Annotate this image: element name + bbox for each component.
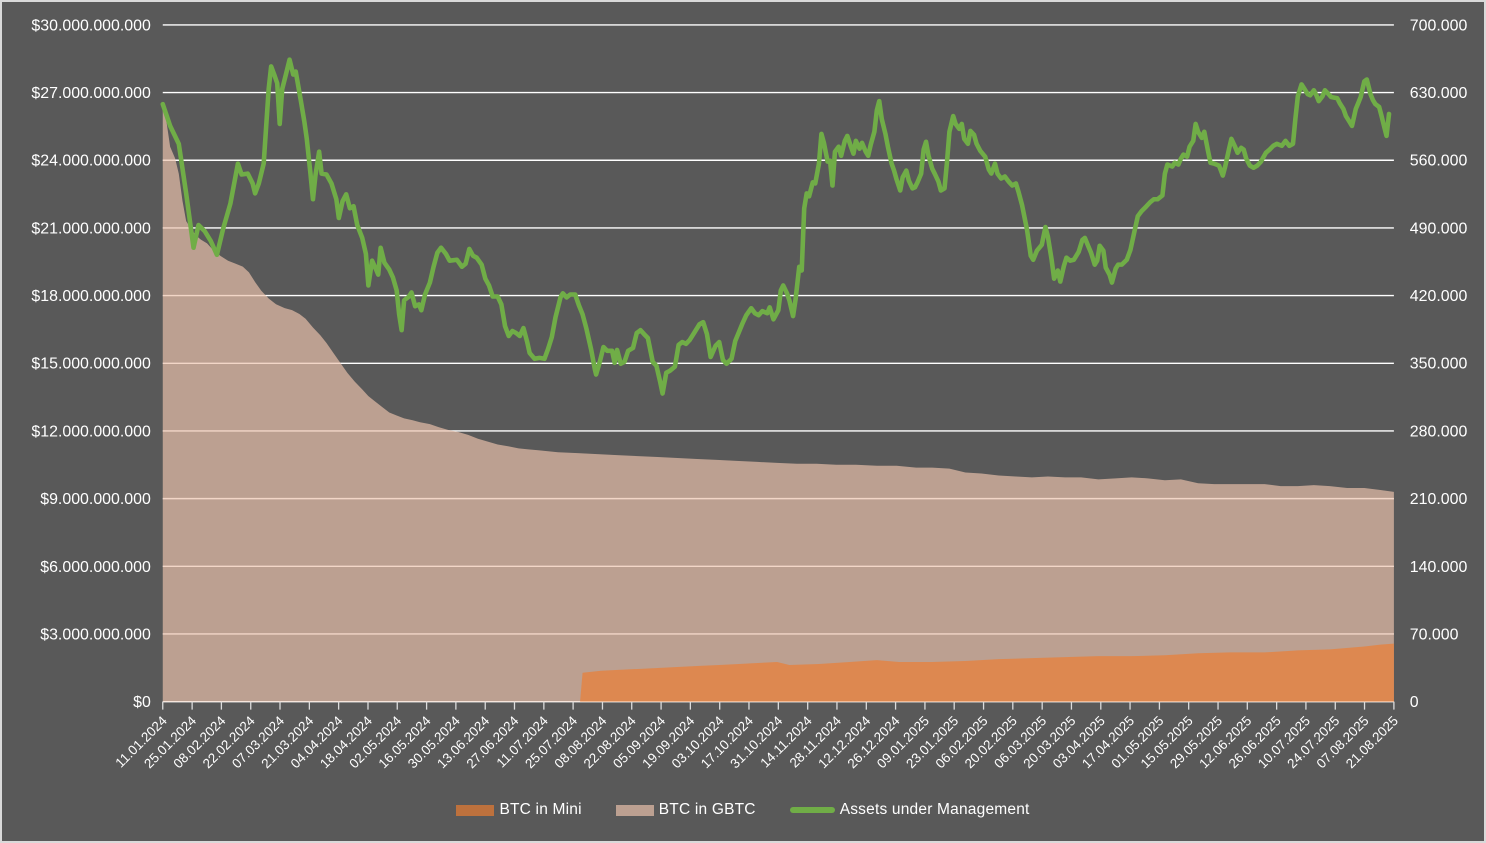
area-btc-in-gbtc: [162, 104, 1394, 702]
left-axis-label: $12.000.000.000: [31, 423, 151, 440]
right-axis-label: 490.000: [1410, 220, 1468, 237]
x-axis-ticks: [162, 701, 1395, 710]
x-axis-labels: 11.01.202425.01.202408.02.202422.02.2024…: [112, 713, 1401, 771]
area-swatch-icon: [615, 804, 654, 816]
legend-label: BTC in GBTC: [658, 801, 756, 818]
line-assets-under-management: [160, 57, 1392, 396]
right-axis-label: 560.000: [1410, 153, 1468, 170]
area-btc-in-mini: [580, 643, 1394, 702]
legend: BTC in Mini BTC in GBTC Assets under Man…: [2, 801, 1484, 819]
left-axis-label: $0: [133, 694, 151, 711]
left-axis-label: $9.000.000.000: [40, 491, 151, 508]
left-axis-label: $18.000.000.000: [31, 288, 151, 305]
left-axis-label: $15.000.000.000: [31, 356, 151, 373]
right-axis-label: 630.000: [1410, 85, 1468, 102]
right-axis-label: 280.000: [1410, 423, 1468, 440]
legend-item-aum[interactable]: Assets under Management: [789, 801, 1030, 819]
left-axis-label: $24.000.000.000: [31, 153, 151, 170]
right-axis-label: 420.000: [1410, 288, 1468, 305]
legend-item-btc-in-gbtc[interactable]: BTC in GBTC: [615, 801, 756, 819]
area-swatch-icon: [456, 804, 495, 816]
legend-label: BTC in Mini: [499, 801, 582, 818]
left-axis-label: $30.000.000.000: [31, 17, 151, 34]
left-axis-labels: $30.000.000.000 $27.000.000.000 $24.000.00…: [31, 17, 151, 711]
right-axis-label: 700.000: [1410, 17, 1468, 34]
left-axis-label: $6.000.000.000: [40, 559, 151, 576]
legend-item-btc-in-mini[interactable]: BTC in Mini: [456, 801, 582, 819]
right-axis-label: 0: [1410, 694, 1419, 711]
right-axis-label: 70.000: [1410, 626, 1459, 643]
legend-label: Assets under Management: [839, 801, 1030, 818]
right-axis-label: 350.000: [1410, 356, 1468, 373]
right-axis-label: 210.000: [1410, 491, 1468, 508]
line-swatch-icon: [789, 807, 835, 813]
right-axis-label: 140.000: [1410, 559, 1468, 576]
left-axis-label: $21.000.000.000: [31, 220, 151, 237]
right-axis-labels: 700.000 630.000 560.000 490.000 420.000 350.0…: [1410, 17, 1468, 711]
left-axis-label: $27.000.000.000: [31, 85, 151, 102]
left-axis-label: $3.000.000.000: [40, 626, 151, 643]
